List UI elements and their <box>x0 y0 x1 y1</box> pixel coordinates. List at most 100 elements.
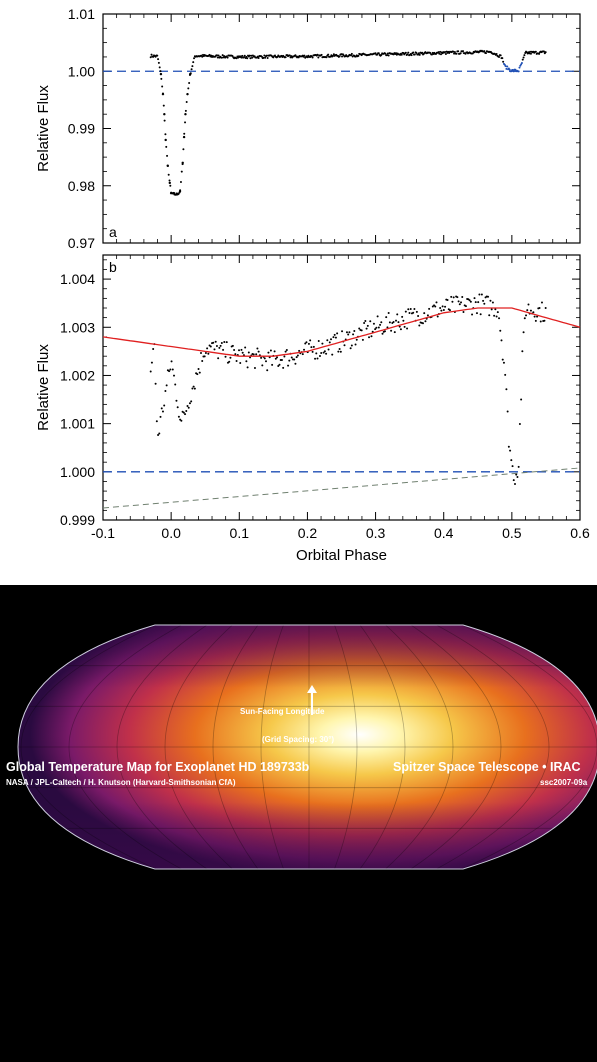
data-point <box>247 351 250 354</box>
data-point <box>199 351 202 354</box>
data-point <box>534 319 537 322</box>
data-point <box>489 299 492 302</box>
data-point <box>490 308 493 311</box>
data-point <box>365 327 368 330</box>
data-point <box>184 413 187 416</box>
data-point <box>471 313 474 316</box>
data-point <box>438 52 441 55</box>
data-point <box>479 313 482 316</box>
data-point <box>192 61 195 64</box>
data-point <box>287 364 290 367</box>
data-point <box>288 359 291 362</box>
data-point <box>421 322 424 325</box>
data-point <box>355 338 358 341</box>
data-point <box>525 314 528 317</box>
sun-facing-label: Sun-Facing Longitude <box>240 707 325 716</box>
data-point <box>161 85 164 88</box>
data-point <box>306 56 309 59</box>
data-point <box>325 56 328 59</box>
data-point <box>225 341 228 344</box>
graticule-meridian <box>385 625 454 869</box>
data-point <box>282 366 285 369</box>
data-point <box>240 56 243 59</box>
data-point <box>380 53 383 56</box>
data-point <box>246 57 249 60</box>
graticule-meridian <box>20 625 157 869</box>
data-point <box>278 363 281 366</box>
data-point <box>469 300 472 303</box>
data-point <box>257 57 260 60</box>
data-point <box>460 301 463 304</box>
data-point <box>250 54 253 57</box>
data-point <box>155 420 158 423</box>
data-point <box>288 54 291 57</box>
data-point <box>338 348 341 351</box>
data-point <box>207 352 210 355</box>
data-point <box>363 322 366 325</box>
data-point <box>418 53 421 56</box>
data-point <box>229 356 232 359</box>
data-point <box>310 346 313 349</box>
data-point <box>512 479 515 482</box>
data-point <box>538 307 541 310</box>
data-point <box>158 66 161 69</box>
data-point <box>410 54 413 57</box>
data-point <box>241 54 244 57</box>
data-point <box>264 56 267 59</box>
data-point <box>450 295 453 298</box>
data-point <box>352 333 355 336</box>
data-point <box>354 343 357 346</box>
data-point <box>407 51 410 54</box>
data-point <box>511 465 514 468</box>
data-point <box>520 398 523 401</box>
data-point <box>501 57 504 60</box>
data-point <box>499 329 502 332</box>
data-point <box>491 301 494 304</box>
data-point <box>506 410 509 413</box>
data-point <box>215 344 218 347</box>
data-point <box>368 336 371 339</box>
graticule-meridian <box>68 625 182 869</box>
data-point <box>475 312 478 315</box>
data-point <box>181 161 184 165</box>
data-point <box>510 459 513 462</box>
data-point <box>215 54 218 57</box>
data-point <box>265 54 268 57</box>
data-point <box>504 373 507 376</box>
data-point <box>191 65 194 68</box>
data-point <box>522 331 525 334</box>
data-point <box>387 54 390 57</box>
data-point <box>263 357 266 360</box>
data-point <box>366 324 369 327</box>
data-point <box>156 54 159 57</box>
data-point <box>327 53 330 56</box>
data-point <box>417 53 420 56</box>
data-point <box>350 344 353 347</box>
data-point <box>167 173 170 176</box>
data-point <box>283 355 286 358</box>
data-point <box>540 301 543 304</box>
data-point <box>337 350 340 353</box>
data-point <box>388 321 391 324</box>
x-tick-label: 0.0 <box>161 525 181 541</box>
data-point <box>439 53 442 56</box>
data-point <box>182 411 185 414</box>
data-point <box>163 119 166 122</box>
data-point <box>307 342 310 345</box>
data-point <box>386 326 389 329</box>
data-point <box>398 325 401 328</box>
data-point <box>441 305 444 308</box>
data-point <box>508 68 511 71</box>
data-point <box>190 400 193 403</box>
y-tick-label: 1.001 <box>60 416 95 432</box>
data-point <box>222 348 225 351</box>
data-point <box>312 345 315 348</box>
y-tick-label: 0.98 <box>68 178 95 194</box>
data-point <box>527 303 530 306</box>
data-point <box>413 53 416 56</box>
data-point <box>188 402 191 405</box>
data-point <box>421 51 424 54</box>
data-point <box>474 301 477 304</box>
data-point <box>244 346 247 349</box>
data-point <box>213 348 216 351</box>
